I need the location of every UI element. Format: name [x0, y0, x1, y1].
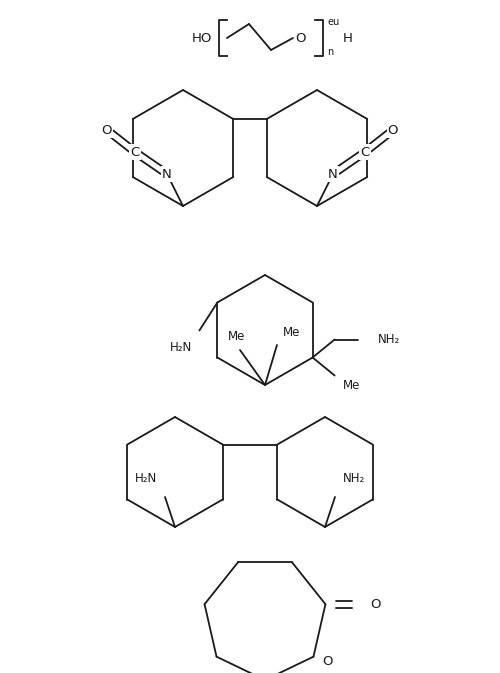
Text: H₂N: H₂N	[170, 341, 192, 354]
Text: O: O	[102, 124, 112, 137]
Text: H: H	[343, 32, 353, 44]
Text: Me: Me	[228, 330, 246, 343]
Text: NH₂: NH₂	[343, 472, 365, 485]
Text: NH₂: NH₂	[378, 333, 400, 346]
Text: O: O	[370, 598, 380, 610]
Text: Me: Me	[283, 326, 300, 339]
Text: HO: HO	[192, 32, 212, 44]
Text: N: N	[328, 168, 338, 180]
Text: O: O	[322, 655, 332, 668]
Text: O: O	[296, 32, 306, 44]
Text: Me: Me	[342, 379, 360, 392]
Text: C: C	[130, 145, 140, 159]
Text: eu: eu	[327, 17, 339, 27]
Text: n: n	[327, 47, 333, 57]
Text: C: C	[360, 145, 370, 159]
Text: N: N	[162, 168, 172, 180]
Text: O: O	[388, 124, 398, 137]
Text: H₂N: H₂N	[135, 472, 157, 485]
